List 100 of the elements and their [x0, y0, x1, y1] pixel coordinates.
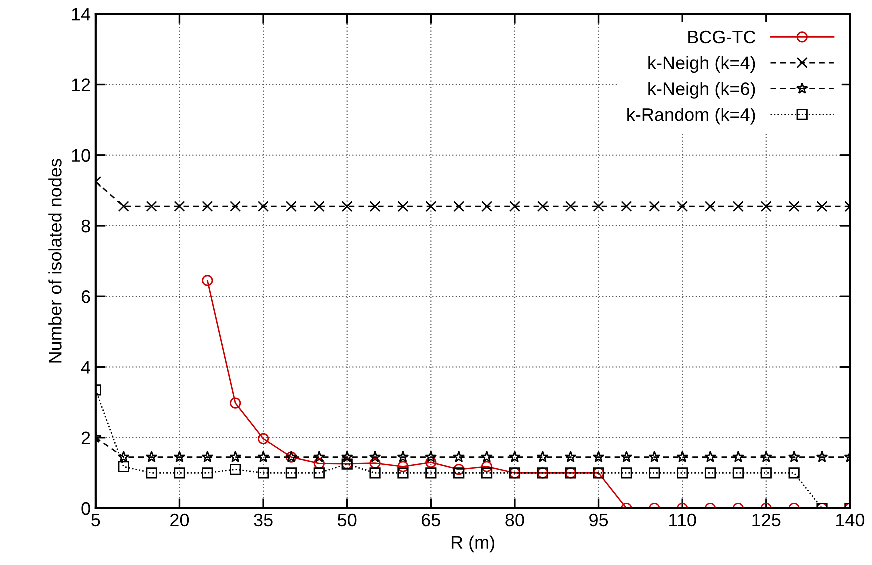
point: [426, 201, 437, 212]
y-tick-label: 10: [72, 149, 90, 162]
point: [174, 451, 186, 462]
point: [341, 451, 354, 462]
point: [370, 458, 381, 469]
point: [314, 458, 325, 470]
point: [425, 451, 438, 462]
point: [760, 451, 772, 462]
point: [704, 468, 716, 479]
point: [286, 201, 298, 212]
point: [398, 468, 409, 479]
point: [621, 201, 632, 212]
point: [370, 468, 381, 479]
point: [454, 201, 465, 212]
point: [258, 468, 270, 479]
point: [426, 457, 437, 468]
point: [202, 468, 214, 479]
x-tick-label: 65: [422, 514, 440, 527]
point: [258, 433, 270, 444]
point: [788, 201, 800, 212]
point: [760, 468, 772, 479]
point: [732, 201, 744, 212]
y-tick-label: 8: [82, 220, 90, 233]
point: [230, 201, 242, 212]
y-tick-label: 6: [82, 290, 90, 304]
y-axis-title: Number of isolated nodes: [48, 159, 62, 363]
point: [286, 468, 298, 479]
point: [621, 468, 632, 479]
legend-label: k-Neigh (k=4): [648, 56, 756, 74]
point: [454, 464, 465, 476]
point: [146, 201, 158, 212]
point: [760, 201, 772, 212]
point: [677, 201, 688, 212]
point: [649, 468, 660, 479]
point: [481, 461, 493, 472]
point: [454, 468, 465, 479]
point: [481, 201, 493, 212]
point: [146, 468, 158, 479]
point: [620, 451, 633, 462]
point: [118, 201, 130, 212]
point: [398, 461, 409, 472]
y-tick-label: 4: [81, 361, 91, 374]
point: [509, 201, 521, 212]
legend-label: BCG-TC: [688, 30, 756, 44]
x-tick-label: 35: [254, 514, 273, 527]
point: [788, 451, 800, 462]
point: [508, 451, 521, 462]
point: [592, 451, 605, 462]
point: [593, 201, 604, 212]
point: [426, 468, 437, 479]
point: [564, 451, 577, 462]
point: [174, 468, 186, 479]
point: [648, 451, 661, 462]
point: [230, 464, 242, 476]
point: [677, 468, 688, 479]
legend-label: k-Neigh (k=6): [648, 82, 756, 99]
point: [397, 451, 410, 462]
x-tick-label: 125: [752, 514, 781, 527]
point: [369, 451, 382, 462]
x-tick-label: 5: [92, 514, 100, 527]
x-tick-label: 110: [670, 514, 696, 527]
point: [704, 451, 716, 462]
x-tick-label: 95: [590, 514, 608, 527]
y-tick-label: 12: [72, 78, 90, 92]
point: [313, 451, 326, 462]
point: [174, 201, 186, 212]
point: [453, 451, 466, 462]
point: [676, 451, 689, 462]
point: [481, 451, 494, 462]
point: [146, 451, 158, 462]
point: [732, 468, 744, 479]
point: [230, 398, 242, 409]
point: [536, 451, 549, 462]
x-tick-label: 50: [338, 514, 357, 527]
point: [537, 201, 548, 212]
point: [202, 451, 214, 462]
point: [202, 275, 214, 286]
y-tick-label: 14: [72, 8, 91, 21]
point: [342, 201, 353, 212]
legend-label: k-Random (k=4): [628, 108, 756, 125]
x-tick-label: 140: [836, 514, 865, 527]
point: [704, 201, 716, 212]
x-tick-label: 20: [170, 514, 190, 527]
point: [481, 468, 493, 479]
y-tick-label: 2: [82, 432, 90, 444]
point: [118, 461, 130, 472]
point: [230, 451, 242, 462]
point: [258, 201, 270, 212]
point: [816, 451, 828, 462]
point: [314, 201, 325, 212]
point: [816, 201, 828, 212]
point: [202, 201, 214, 212]
point: [788, 468, 800, 479]
point: [732, 451, 744, 462]
point: [118, 451, 130, 462]
point: [649, 201, 660, 212]
point: [565, 201, 576, 212]
x-axis-title: R (m): [452, 536, 494, 553]
point: [258, 451, 270, 462]
point: [398, 201, 409, 212]
